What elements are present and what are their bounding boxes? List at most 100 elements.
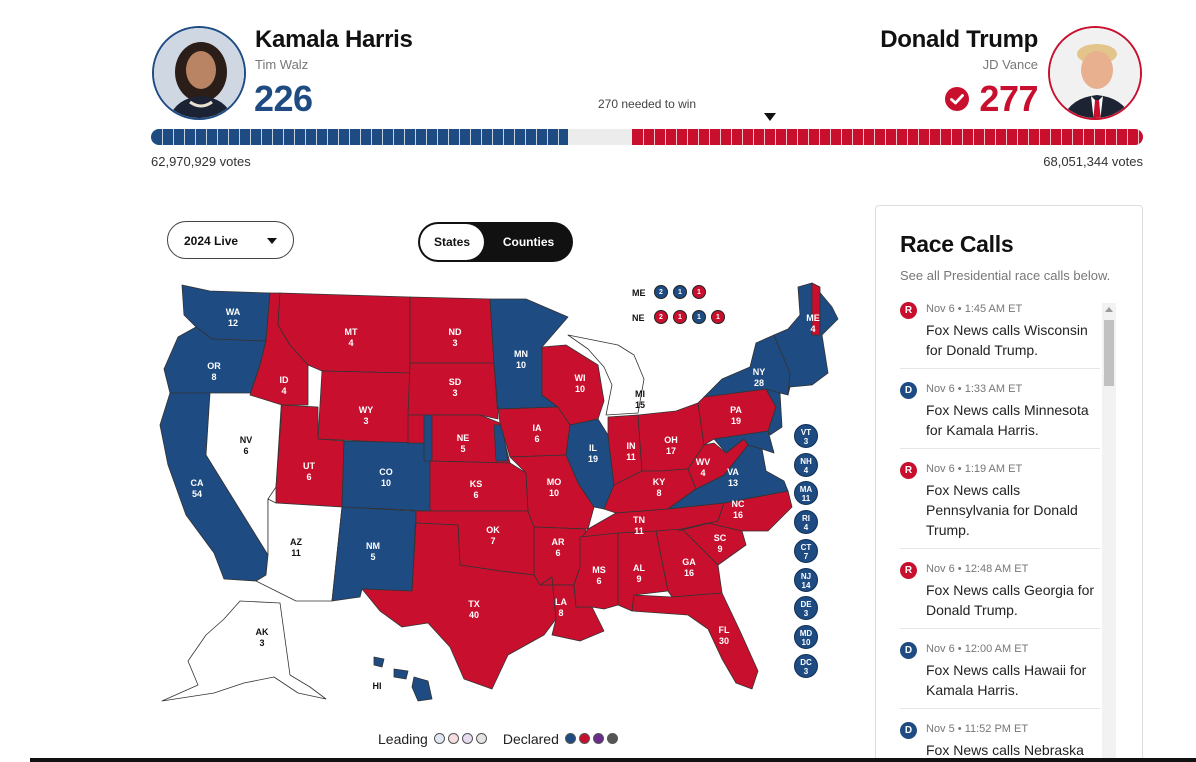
map-legend: Leading Declared <box>378 731 634 747</box>
ev-bar-segment <box>863 129 864 145</box>
small-state-vt[interactable]: VT 3 <box>794 424 818 448</box>
state-ev-nd: 3 <box>452 338 457 348</box>
small-state-nj[interactable]: NJ 14 <box>794 567 818 592</box>
chevron-down-icon <box>267 238 277 244</box>
state-fl[interactable] <box>631 592 759 690</box>
state-ev-oh: 17 <box>666 446 676 456</box>
legend-swatch <box>592 733 604 744</box>
state-label-ut: UT <box>303 461 315 471</box>
ev-bar-segment <box>753 129 754 145</box>
small-state-ev: 4 <box>803 523 809 533</box>
race-call-text: Fox News calls Nebraska <box>926 742 1084 758</box>
legend-swatch <box>461 733 473 744</box>
scroll-up-icon[interactable] <box>1105 307 1113 312</box>
state-label-ms: MS <box>592 565 606 575</box>
ev-bar-segment <box>764 129 765 145</box>
state-label-ga: GA <box>682 557 696 567</box>
small-state-ri[interactable]: RI 4 <box>794 510 818 535</box>
state-ev-wy: 3 <box>363 416 368 426</box>
ev-bar-segment <box>261 129 262 145</box>
state-new-england[interactable] <box>773 282 839 396</box>
tab-states[interactable]: States <box>420 224 484 260</box>
state-ev-tn: 11 <box>634 526 644 536</box>
state-ev-mo: 10 <box>549 488 559 498</box>
me-district-dot[interactable]: 1 <box>692 285 706 299</box>
state-ev-la: 8 <box>558 608 563 618</box>
trump-portrait-icon <box>1050 28 1140 118</box>
race-calls-scroll-thumb[interactable] <box>1104 320 1114 386</box>
state-ev-pa: 19 <box>731 416 741 426</box>
ev-bar-segment <box>1083 129 1084 145</box>
ev-bar-segment <box>272 129 273 145</box>
legend-swatch <box>447 733 459 744</box>
state-sd[interactable] <box>407 362 499 420</box>
ev-bar-segment <box>1017 129 1018 145</box>
race-call-divider <box>900 708 1100 709</box>
ev-bar-segment <box>283 129 284 145</box>
small-state-md[interactable]: MD 10 <box>794 624 818 649</box>
small-state-ev: 3 <box>803 437 809 446</box>
small-state-ev: 4 <box>803 465 809 475</box>
ne-district-dot[interactable]: 1 <box>692 310 706 324</box>
small-state-ma[interactable]: MA 11 <box>794 481 818 506</box>
state-label-or: OR <box>207 361 221 371</box>
state-ny[interactable] <box>703 334 791 398</box>
state-label-nm: NM <box>366 541 380 551</box>
state-label-mo: MO <box>547 477 562 487</box>
state-label-nv: NV <box>240 435 253 445</box>
state-me-district[interactable] <box>811 282 821 336</box>
state-ev-al: 9 <box>636 574 641 584</box>
state-hi[interactable] <box>373 656 433 702</box>
ev-bar-segment <box>940 129 941 145</box>
small-state-dc[interactable]: DC 3 <box>794 653 818 678</box>
ev-bar-segment <box>643 129 644 145</box>
ev-bar-segment <box>492 129 493 145</box>
electoral-vote-bar <box>151 129 1143 145</box>
small-state-abbr: CT <box>800 542 812 552</box>
state-mi[interactable] <box>567 334 645 416</box>
me-district-dot[interactable]: 2 <box>654 285 668 299</box>
tab-counties[interactable]: Counties <box>502 235 555 249</box>
state-tx[interactable] <box>361 522 557 690</box>
race-calls-scrollbar[interactable] <box>1102 303 1116 762</box>
small-state-ct[interactable]: CT 7 <box>794 538 818 563</box>
ev-bar-segment <box>327 129 328 145</box>
state-label-ok: OK <box>486 525 500 535</box>
year-select[interactable]: 2024 Live <box>167 221 294 259</box>
ev-bar-segment <box>162 129 163 145</box>
harris-portrait-icon <box>154 28 244 118</box>
state-label-ca: CA <box>191 478 204 488</box>
trump-running-mate: JD Vance <box>982 57 1038 72</box>
state-label-pa: PA <box>730 405 742 415</box>
state-ne-district-2[interactable] <box>423 414 433 462</box>
small-state-abbr: MA <box>799 485 813 495</box>
state-ev-ky: 8 <box>656 488 661 498</box>
ne-district-dot[interactable]: 2 <box>654 310 668 324</box>
ev-bar-segment <box>775 129 776 145</box>
ev-bar-segment <box>415 129 416 145</box>
view-toggle: States Counties <box>418 222 573 262</box>
state-ev-wi: 10 <box>575 384 585 394</box>
state-label-me: ME <box>806 313 820 323</box>
trump-popular-votes: 68,051,344 votes <box>1043 154 1143 169</box>
ev-bar-segment <box>885 129 886 145</box>
ev-bar-segment <box>470 129 471 145</box>
ev-bar-segment <box>819 129 820 145</box>
state-ne-district[interactable] <box>493 424 509 462</box>
trump-avatar <box>1048 26 1142 120</box>
state-ak[interactable] <box>161 600 327 702</box>
ev-bar-segment <box>360 129 361 145</box>
ev-bar-segment <box>1050 129 1051 145</box>
ev-bar-segment <box>852 129 853 145</box>
ev-bar-segment <box>709 129 710 145</box>
ne-district-dot[interactable]: 1 <box>673 310 687 324</box>
state-nc[interactable] <box>677 490 793 532</box>
ne-district-dot[interactable]: 1 <box>711 310 725 324</box>
me-district-dot[interactable]: 1 <box>673 285 687 299</box>
state-label-co: CO <box>379 467 393 477</box>
state-md[interactable] <box>713 430 775 454</box>
small-state-de[interactable]: DE 3 <box>794 596 818 621</box>
small-state-abbr: DE <box>800 600 812 610</box>
small-state-nh[interactable]: NH 4 <box>794 452 818 477</box>
small-state-ev: 10 <box>801 637 811 647</box>
